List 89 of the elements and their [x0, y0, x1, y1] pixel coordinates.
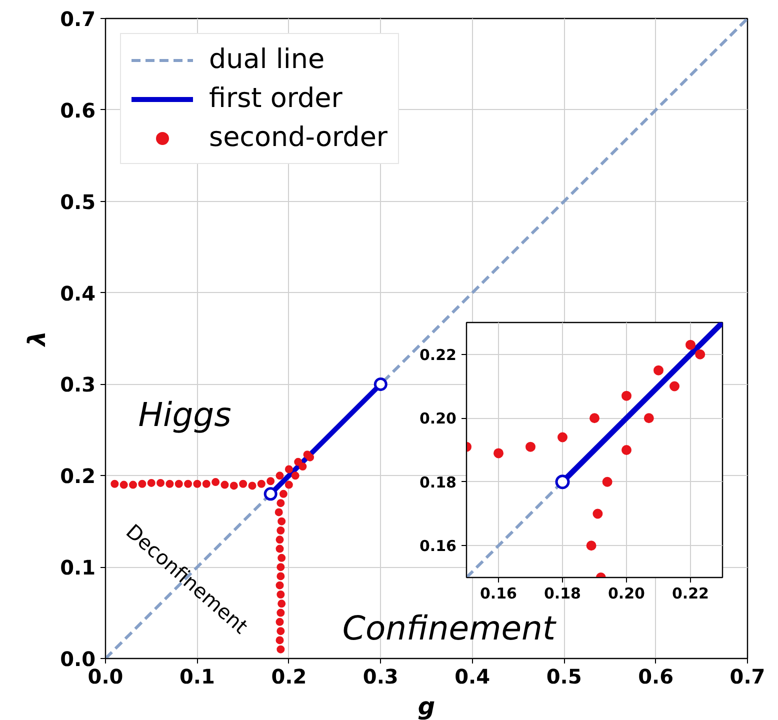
point	[274, 508, 283, 516]
point	[276, 499, 285, 508]
point	[278, 554, 286, 562]
point	[276, 572, 285, 580]
point	[294, 458, 302, 466]
point	[555, 474, 570, 490]
point	[276, 536, 284, 544]
y-tick-label: 0.5	[60, 190, 96, 214]
point	[284, 465, 293, 474]
point	[695, 349, 706, 360]
point	[374, 377, 388, 391]
annotation: Confinement	[342, 608, 556, 648]
point	[590, 413, 600, 424]
point	[276, 608, 285, 617]
point	[622, 390, 632, 401]
point	[202, 480, 210, 488]
point	[276, 581, 284, 590]
point	[276, 563, 285, 572]
point	[291, 472, 300, 480]
point	[147, 478, 156, 487]
point	[622, 445, 632, 455]
point	[156, 478, 165, 487]
point	[264, 487, 278, 501]
legend-label: first order	[209, 83, 342, 114]
y-tick-label: 0.20	[419, 410, 457, 428]
point	[686, 340, 696, 350]
point	[174, 480, 183, 488]
x-tick-label: 0.5	[546, 664, 582, 688]
y-tick-label: 0.22	[419, 346, 457, 364]
point	[276, 636, 284, 644]
point	[306, 453, 314, 462]
point	[670, 381, 680, 392]
point	[276, 472, 284, 480]
x-tick-label: 0.22	[672, 584, 710, 602]
point	[298, 462, 307, 470]
x-tick-label: 0.16	[480, 584, 518, 602]
point	[278, 517, 286, 526]
point	[654, 365, 664, 376]
y-tick-label: 0.16	[419, 537, 457, 556]
legend-label: dual line	[209, 44, 325, 75]
point	[239, 480, 248, 488]
x-axis-title: g	[418, 692, 436, 720]
x-tick-label: 0.1	[180, 664, 215, 688]
x-tick-label: 0.4	[454, 664, 490, 688]
point	[558, 432, 568, 442]
point	[110, 480, 119, 488]
point	[184, 480, 192, 488]
y-tick-label: 0.7	[60, 7, 96, 31]
point	[586, 540, 596, 551]
point	[276, 627, 285, 636]
point	[120, 480, 128, 489]
x-tick-label: 0.6	[638, 664, 674, 688]
point	[276, 618, 284, 626]
point	[166, 480, 174, 488]
point	[193, 480, 202, 488]
point	[220, 480, 229, 489]
x-tick-label: 0.7	[730, 664, 766, 688]
point	[257, 480, 266, 488]
y-tick-label: 0.2	[60, 464, 96, 488]
point	[230, 482, 238, 490]
point	[129, 480, 138, 489]
point	[284, 480, 293, 489]
y-tick-label: 0.3	[60, 372, 96, 397]
point	[138, 480, 146, 488]
point	[278, 600, 286, 608]
y-tick-label: 0.18	[419, 473, 457, 492]
annotation: Higgs	[138, 395, 232, 434]
legend-label: second-order	[209, 122, 388, 153]
point	[279, 490, 288, 498]
y-axis-title: λ	[23, 330, 52, 348]
x-tick-label: 0.18	[544, 584, 582, 602]
x-tick-label: 0.3	[362, 664, 398, 688]
point	[644, 413, 654, 424]
y-tick-label: 0.1	[60, 556, 96, 580]
point	[276, 544, 284, 553]
y-tick-label: 0.6	[60, 98, 96, 122]
point	[276, 645, 285, 654]
y-tick-label: 0.4	[60, 281, 96, 306]
point	[592, 508, 603, 519]
point	[526, 442, 536, 452]
point	[276, 590, 285, 598]
point	[276, 526, 285, 534]
point	[266, 477, 275, 486]
point	[212, 478, 220, 486]
x-tick-label: 0.20	[608, 584, 646, 602]
point	[602, 476, 612, 487]
x-tick-label: 0.2	[271, 664, 307, 688]
point	[248, 482, 256, 490]
point	[494, 448, 504, 458]
